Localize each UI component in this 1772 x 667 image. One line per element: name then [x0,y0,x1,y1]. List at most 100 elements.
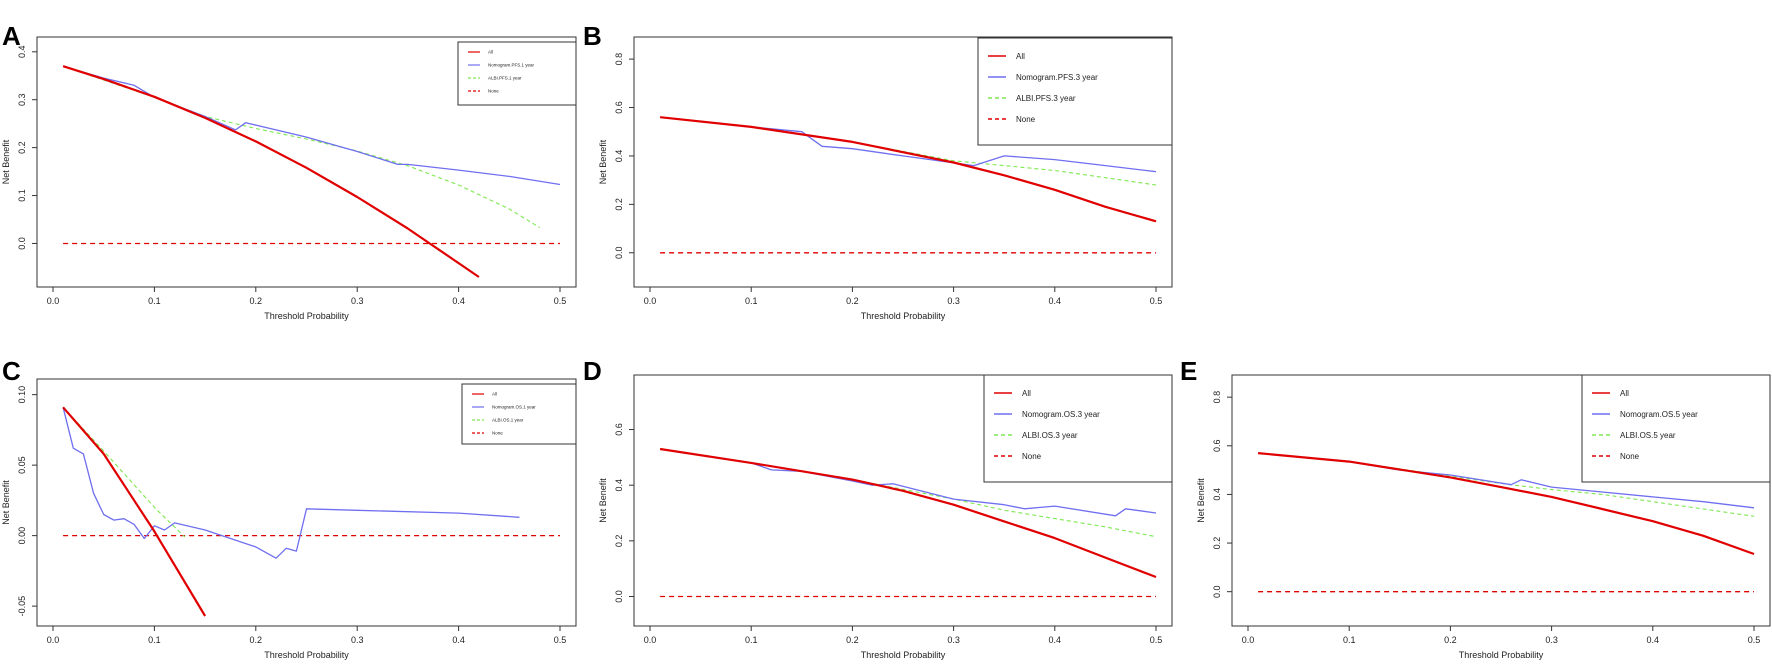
legend-box [1581,374,1771,483]
legend-entry: Nomogram.OS.1 year [492,405,536,410]
y-tick-label: 0.00 [17,527,27,545]
x-tick-label: 0.0 [1242,635,1255,645]
x-tick-label: 0.4 [1647,635,1660,645]
panel-B: B 0.0 0.1 0.2 0.3 0.4 0.5 0.0 0.2 0.4 0.6 0.8 Thresh… [583,21,1173,321]
legend-box [983,374,1173,483]
series-line-nomogram [660,448,1157,517]
x-axis-label: Threshold Probability [861,311,946,321]
series-line-nomogram [62,407,520,559]
y-tick-label: 0.6 [614,101,624,114]
series-line-all [659,116,1157,223]
series-line-all [62,65,480,278]
y-tick-label: 0.8 [614,53,624,66]
panel-letter: D [583,356,602,386]
x-tick-label: 0.0 [47,296,60,306]
y-tick-label: 0.10 [17,386,27,404]
x-tick-label: 0.3 [351,296,364,306]
legend-entry: All [492,392,497,397]
legend-entry: ALBI.OS.3 year [1022,431,1078,440]
x-tick-label: 0.5 [1150,635,1163,645]
x-axis-label: Threshold Probability [861,650,946,660]
panel-E: E 0.0 0.1 0.2 0.3 0.4 0.5 0.0 0.2 0.4 0.6 0.8 Thresh… [1180,356,1771,660]
y-tick-label: -0.05 [17,596,27,617]
legend-entry: Nomogram.PFS.1 year [488,63,535,68]
x-tick-label: 0.4 [452,635,465,645]
x-tick-label: 0.1 [745,296,758,306]
legend-entry: All [1022,389,1031,398]
plot-frame [36,378,577,627]
x-tick-label: 0.3 [947,635,960,645]
x-tick-label: 0.1 [745,635,758,645]
legend-box [977,37,1173,146]
series-line-albi [1258,452,1755,517]
legend-entry: None [1016,115,1036,124]
x-tick-label: 0.0 [47,635,60,645]
y-tick-label: 0.2 [17,141,27,154]
x-tick-label: 0.2 [250,635,263,645]
panel-D: D 0.0 0.1 0.2 0.3 0.4 0.5 0.0 0.2 0.4 0.6 Threshold… [583,356,1173,660]
y-tick-label: 0.3 [17,93,27,106]
y-tick-label: 0.4 [1212,488,1222,501]
y-tick-label: 0.0 [17,237,27,250]
y-tick-label: 0.0 [614,247,624,260]
plot-frame [633,374,1173,627]
legend-entry: None [488,89,499,94]
x-tick-label: 0.1 [148,635,161,645]
legend-entry: ALBI.PFS.3 year [1016,94,1076,103]
panel-letter: E [1180,356,1197,386]
series-line-all [1257,452,1755,556]
legend-entry: Nomogram.OS.3 year [1022,410,1100,419]
legend-entry: None [492,431,503,436]
legend-entry: ALBI.OS.5 year [1620,431,1676,440]
legend-entry: ALBI.OS.1 year [492,418,524,423]
y-tick-label: 0.6 [614,423,624,436]
plot-frame [633,36,1173,288]
y-axis-label: Net Benefit [598,139,608,184]
x-tick-label: 0.3 [351,635,364,645]
x-tick-label: 0.2 [250,296,263,306]
legend-entry: Nomogram.OS.5 year [1620,410,1698,419]
y-tick-label: 0.2 [614,535,624,548]
x-axis-label: Threshold Probability [264,311,349,321]
series-line-albi [62,65,540,229]
legend-entry: None [1620,452,1640,461]
panel-letter: C [2,356,21,386]
y-tick-label: 0.4 [17,46,27,59]
y-axis-label: Net Benefit [598,478,608,523]
y-axis-label: Net Benefit [1,480,11,525]
x-tick-label: 0.5 [554,296,567,306]
x-tick-label: 0.3 [1545,635,1558,645]
y-tick-label: 0.8 [1212,391,1222,404]
y-tick-label: 0.2 [1212,537,1222,550]
x-axis-label: Threshold Probability [264,650,349,660]
y-tick-label: 0.0 [1212,585,1222,598]
y-tick-label: 0.1 [17,189,27,202]
y-tick-label: 0.0 [614,590,624,603]
x-tick-label: 0.5 [1748,635,1761,645]
x-tick-label: 0.5 [554,635,567,645]
x-tick-label: 0.0 [644,635,657,645]
series-line-nomogram [62,65,561,186]
x-tick-label: 0.4 [1049,296,1062,306]
legend-entry: Nomogram.PFS.3 year [1016,73,1098,82]
series-line-albi [660,448,1157,538]
x-tick-label: 0.1 [148,296,161,306]
legend-entry: ALBI.PFS.1 year [488,76,522,81]
panel-C: C 0.0 0.1 0.2 0.3 0.4 0.5 -0.05 0.00 0.05 0.10 Thre… [1,356,577,660]
plot-frame [36,36,577,288]
x-tick-label: 0.2 [846,635,859,645]
series-line-nomogram [660,116,1157,173]
x-tick-label: 0.4 [452,296,465,306]
x-axis-label: Threshold Probability [1459,650,1544,660]
y-axis-label: Net Benefit [1,139,11,184]
series-line-all [659,447,1157,579]
legend-entry: All [1016,52,1025,61]
x-tick-label: 0.0 [644,296,657,306]
panel-letter: A [2,21,21,51]
panel-letter: B [583,21,602,51]
x-tick-label: 0.4 [1049,635,1062,645]
legend-entry: All [1620,389,1629,398]
legend-entry: None [1022,452,1042,461]
y-tick-label: 0.4 [614,150,624,163]
